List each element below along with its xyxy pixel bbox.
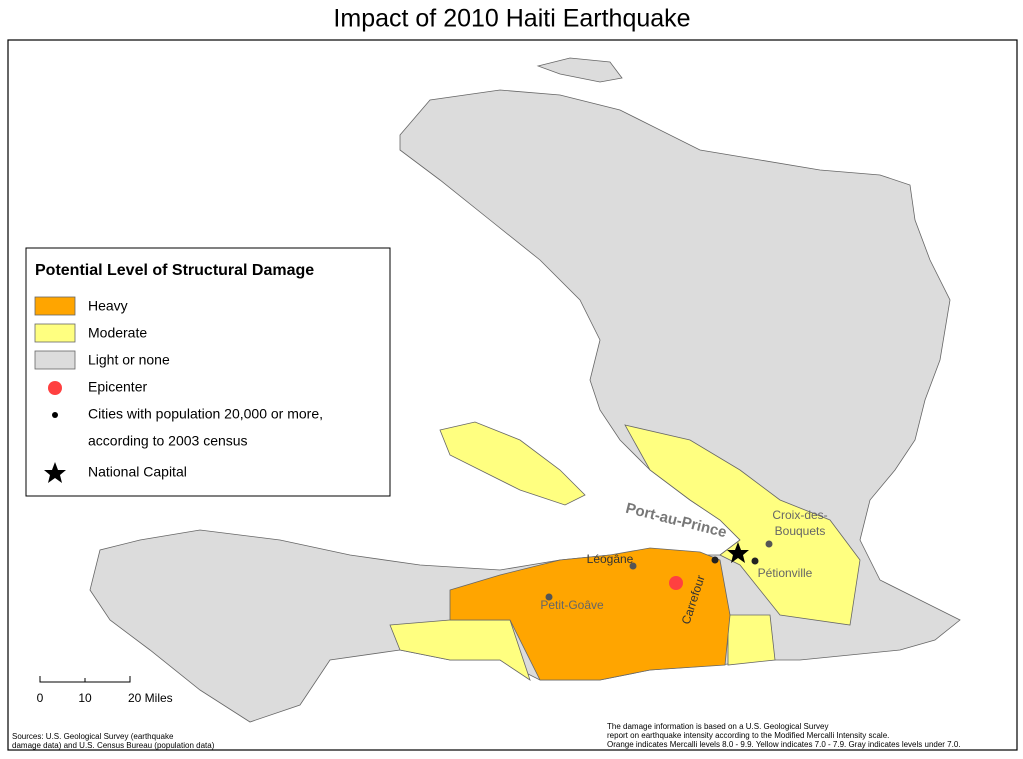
city-dot	[711, 556, 719, 564]
scale-label: 20 Miles	[128, 691, 173, 705]
place-label: Bouquets	[775, 524, 826, 538]
city-dot	[545, 593, 553, 601]
legend-box	[25, 247, 391, 497]
legend-label: Moderate	[88, 325, 147, 341]
legend-label: Heavy	[88, 298, 128, 314]
island-gonave	[439, 421, 586, 506]
legend-label: Cities with population 20,000 or more,	[88, 406, 323, 422]
epicenter	[669, 576, 683, 590]
legend-epicenter	[48, 381, 62, 395]
island-tortuga	[536, 57, 623, 83]
place-label: Léogâne	[587, 552, 634, 566]
place-label: Pétionville	[758, 566, 813, 580]
note: The damage information is based on a U.S…	[607, 722, 828, 731]
title: Impact of 2010 Haiti Earthquake	[333, 5, 690, 33]
city-dot	[765, 540, 773, 548]
sources: damage data) and U.S. Census Bureau (pop…	[12, 741, 215, 750]
legend-star	[44, 462, 66, 483]
sources: Sources: U.S. Geological Survey (earthqu…	[12, 732, 174, 741]
note: report on earthquake intensity according…	[607, 731, 889, 740]
legend-label: according to 2003 census	[88, 433, 248, 449]
city-dot	[751, 557, 759, 565]
place-label: Petit-Goâve	[540, 598, 604, 612]
legend-label: National Capital	[88, 464, 187, 480]
legend-label: Light or none	[88, 352, 170, 368]
legend-swatch	[34, 296, 76, 316]
capital-star	[727, 542, 749, 563]
place-label: Croix-des-	[772, 508, 827, 522]
city-dot	[629, 562, 637, 570]
legend-label: Epicenter	[88, 379, 147, 395]
scale-label: 10	[78, 691, 92, 705]
note: Orange indicates Mercalli levels 8.0 - 9…	[607, 740, 961, 749]
region-moderate	[624, 424, 861, 626]
legend-swatch	[34, 350, 76, 370]
scale-bar	[39, 676, 131, 683]
scale-label: 0	[37, 691, 44, 705]
region-moderate	[727, 614, 776, 666]
legend-title: Potential Level of Structural Damage	[35, 262, 314, 279]
legend-city	[52, 412, 58, 418]
region-heavy	[449, 547, 731, 681]
legend-swatch	[34, 323, 76, 343]
